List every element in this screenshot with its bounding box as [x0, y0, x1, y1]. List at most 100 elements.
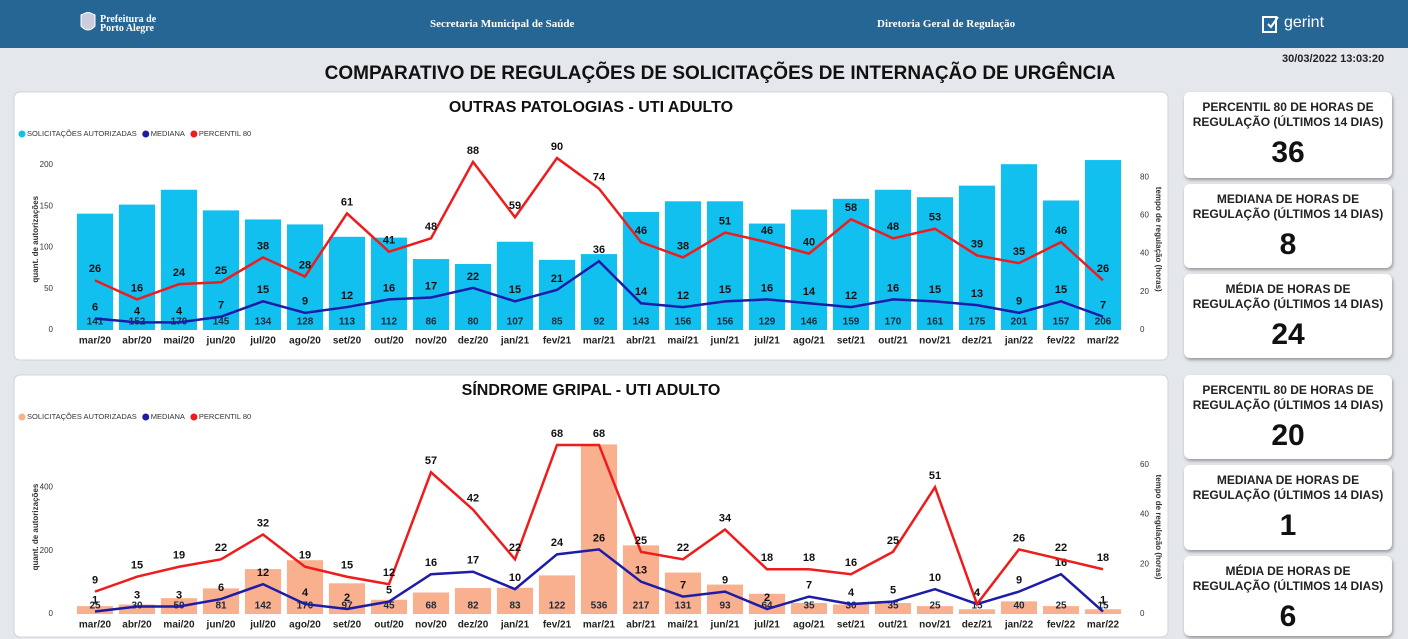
line-value-label: 12 — [677, 290, 689, 302]
line-value-label: 38 — [257, 240, 269, 252]
x-tick-label: mai/21 — [667, 620, 699, 631]
bar-value-label: 122 — [549, 601, 566, 612]
kpi-value: 36 — [1271, 136, 1305, 169]
bar — [790, 602, 828, 614]
bar — [370, 237, 408, 330]
x-tick-label: jan/22 — [1004, 620, 1034, 631]
bar — [916, 197, 954, 330]
line-value-label: 51 — [929, 470, 941, 482]
x-tick-label: nov/20 — [415, 620, 447, 631]
logo-icon — [80, 12, 96, 31]
bar — [454, 264, 492, 330]
bar-value-label: 82 — [467, 601, 479, 612]
x-tick-label: ago/21 — [793, 336, 825, 347]
line-value-label: 46 — [1055, 225, 1067, 237]
line-value-label: 26 — [593, 532, 605, 544]
line-value-label: 3 — [176, 589, 182, 601]
line-value-label: 18 — [1097, 552, 1109, 564]
bar — [1042, 606, 1080, 614]
bar-value-label: 536 — [591, 601, 608, 612]
line-value-label: 28 — [299, 259, 311, 271]
header-diretoria: Diretoria Geral de Regulação — [877, 18, 1016, 30]
bar — [874, 602, 912, 614]
kpi-label: MÉDIA DE HORAS DE REGULAÇÃO (ÚLTIMOS 14 … — [1192, 282, 1384, 311]
bar — [664, 201, 702, 330]
line-value-label: 18 — [803, 552, 815, 564]
bar-value-label: 92 — [593, 317, 605, 328]
kpi-label: MEDIANA DE HORAS DE REGULAÇÃO (ÚLTIMOS 1… — [1192, 473, 1384, 502]
x-tick-label: set/21 — [837, 620, 866, 631]
bar — [118, 204, 156, 330]
bar-value-label: 85 — [551, 317, 563, 328]
line-value-label: 24 — [551, 537, 564, 549]
y2-tick-label: 20 — [1140, 287, 1149, 296]
x-tick-label: jan/22 — [1004, 336, 1034, 347]
bar-value-label: 15 — [971, 601, 983, 612]
y-axis-label: quant. de autorizações — [31, 483, 40, 570]
bar — [622, 545, 660, 614]
x-tick-label: dez/20 — [458, 620, 489, 631]
kpi-label: PERCENTIL 80 DE HORAS DE REGULAÇÃO (ÚLTI… — [1192, 100, 1384, 129]
bar-value-label: 64 — [761, 601, 773, 612]
line-value-label: 13 — [971, 288, 983, 300]
line-value-label: 3 — [134, 589, 140, 601]
bar-value-label: 134 — [255, 317, 272, 328]
kpi-card: MEDIANA DE HORAS DE REGULAÇÃO (ÚLTIMOS 1… — [1184, 184, 1392, 268]
x-tick-label: fev/22 — [1047, 620, 1076, 631]
line-value-label: 6 — [92, 301, 98, 313]
y-tick-label: 0 — [49, 609, 54, 618]
line-value-label: 68 — [551, 428, 563, 440]
logo-line: Prefeitura de — [100, 14, 157, 25]
legend-marker — [142, 413, 150, 421]
bar-value-label: 40 — [1013, 601, 1025, 612]
line-value-label: 7 — [1100, 300, 1106, 312]
kpi-value: 8 — [1279, 228, 1297, 261]
kpi-label: MEDIANA DE HORAS DE REGULAÇÃO (ÚLTIMOS 1… — [1192, 192, 1384, 221]
bar — [1084, 609, 1122, 614]
line-value-label: 14 — [803, 286, 816, 298]
line-value-label: 15 — [1055, 284, 1067, 296]
line — [94, 259, 1104, 324]
line-value-label: 15 — [719, 284, 731, 296]
kpi-value: 20 — [1271, 419, 1305, 452]
line-value-label: 2 — [344, 592, 350, 604]
x-tick-label: jun/21 — [710, 336, 740, 347]
x-tick-label: out/20 — [374, 620, 404, 631]
x-tick-label: abr/20 — [122, 620, 152, 631]
legend-label: SOLICITAÇÕES AUTORIZADAS — [27, 412, 137, 421]
x-tick-label: dez/20 — [458, 336, 489, 347]
line-value-label: 7 — [806, 580, 812, 592]
line-value-label: 24 — [173, 267, 186, 279]
line-value-label: 9 — [92, 575, 98, 587]
bar — [580, 254, 618, 330]
x-tick-label: jul/21 — [753, 336, 780, 347]
line-value-label: 15 — [929, 284, 941, 296]
line-value-label: 6 — [218, 582, 224, 594]
bar-value-label: 112 — [381, 317, 398, 328]
x-tick-label: abr/21 — [626, 336, 656, 347]
line-value-label: 48 — [425, 221, 437, 233]
x-tick-label: out/20 — [374, 336, 404, 347]
bar — [496, 587, 534, 614]
y-tick-label: 0 — [49, 325, 54, 334]
logo-text: Prefeitura de Porto Alegre — [100, 14, 157, 34]
line-value-label: 22 — [1055, 542, 1067, 554]
header: Prefeitura de Porto Alegre Secretaria Mun… — [0, 0, 1408, 48]
bar-value-label: 45 — [383, 601, 395, 612]
line-value-label: 22 — [677, 542, 689, 554]
legend-label: MEDIANA — [151, 412, 185, 421]
line-value-label: 39 — [971, 238, 983, 250]
line-value-label: 40 — [803, 236, 815, 248]
x-tick-label: abr/21 — [626, 620, 656, 631]
legend-label: PERCENTIL 80 — [199, 129, 251, 138]
y-axis-label: quant. de autorizações — [31, 195, 40, 282]
legend-marker — [18, 413, 26, 421]
kpi-card: MÉDIA DE HORAS DE REGULAÇÃO (ÚLTIMOS 14 … — [1184, 556, 1392, 636]
line-value-label: 36 — [593, 244, 605, 256]
x-tick-label: out/21 — [878, 336, 908, 347]
bar-value-label: 206 — [1095, 317, 1112, 328]
line-value-label: 12 — [257, 567, 269, 579]
chart-title: OUTRAS PATOLOGIAS - UTI ADULTO — [449, 99, 733, 116]
line-value-label: 15 — [509, 284, 521, 296]
x-tick-label: nov/21 — [919, 336, 951, 347]
